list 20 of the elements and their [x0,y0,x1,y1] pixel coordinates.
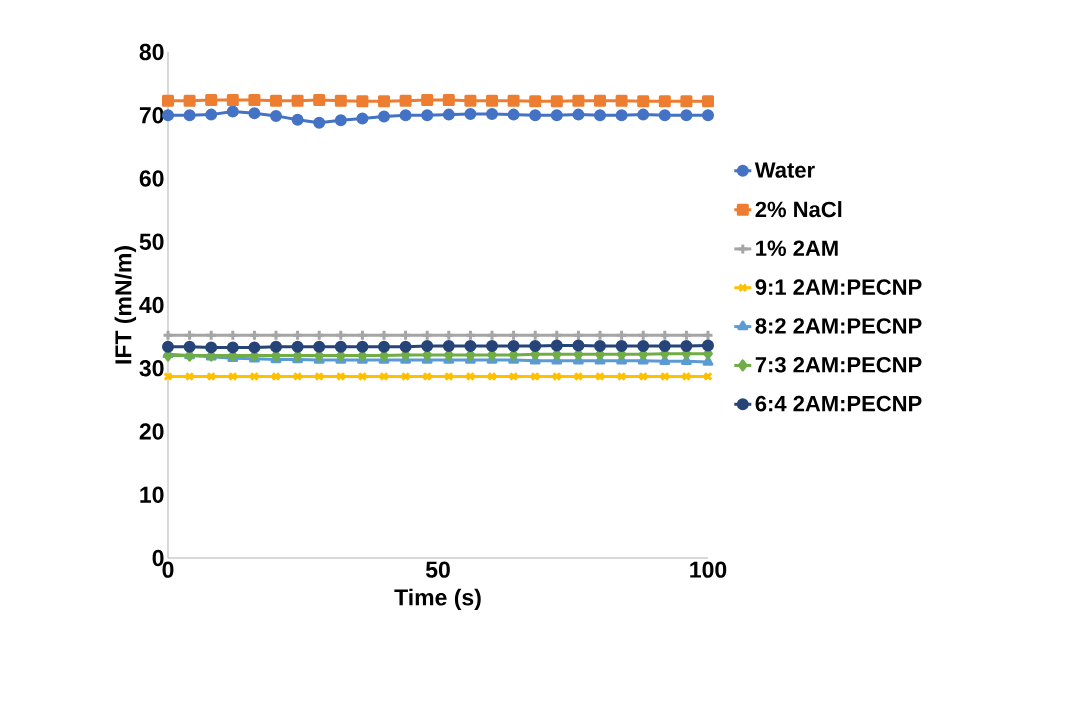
y-axis-title: IFT (mN/m) [114,246,137,364]
legend-label: 1% 2AM [756,240,838,257]
x-tick-label: 100 [690,561,727,578]
legend-label: 9:1 2AM:PECNP [755,279,922,295]
x-axis-title: Time (s) [394,588,481,611]
y-tick-label: 50 [139,233,164,250]
legend-label: 6:4 2AM:PECNP [755,395,922,412]
y-tick-label: 0 [152,549,164,567]
y-tick-label: 40 [139,296,164,314]
y-tick-label: 60 [139,170,164,187]
y-tick-label: 20 [139,423,164,440]
legend-label: 2% NaCl [755,201,842,218]
legend-label: Water [754,162,815,178]
y-tick-label: 10 [140,486,164,503]
legend-label: 7:3 2AM:PECNP [755,357,922,373]
y-tick-label: 30 [139,360,164,377]
y-tick-label: 80 [139,43,164,61]
legend-label: 8:2 2AM:PECNP [755,318,922,334]
x-tick-label: 50 [425,561,450,578]
y-tick-label: 70 [139,107,164,124]
